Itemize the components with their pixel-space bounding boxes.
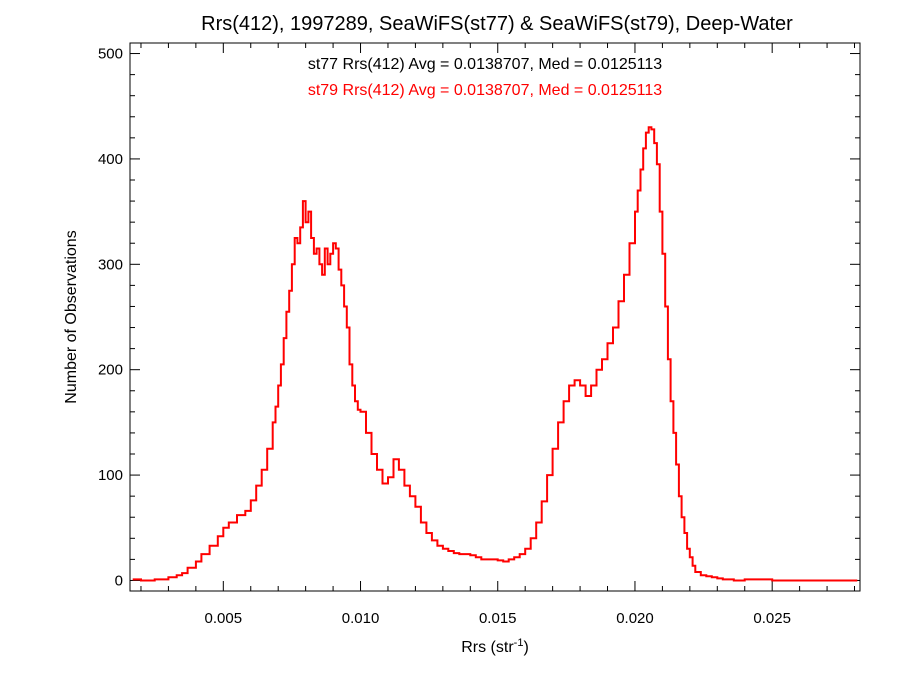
plot-frame	[129, 42, 861, 592]
histogram-series-line	[132, 126, 858, 582]
x-tick-label: 0.020	[616, 610, 654, 627]
annotation-st77-stats: st77 Rrs(412) Avg = 0.0138707, Med = 0.0…	[308, 56, 662, 73]
x-axis-ticks: 0.005 0.010 0.015 0.020 0.025	[140, 43, 856, 627]
x-tick-label: 0.025	[753, 610, 791, 627]
y-tick-label: 300	[98, 256, 123, 273]
x-axis-label-superscript: -1	[514, 637, 524, 649]
y-tick-label: 500	[98, 46, 123, 63]
annotation-st79-stats: st79 Rrs(412) Avg = 0.0138707, Med = 0.0…	[308, 82, 662, 99]
x-axis-label-suffix: )	[523, 639, 528, 656]
y-tick-label: 200	[98, 362, 123, 379]
y-tick-label: 100	[98, 467, 123, 484]
y-axis-ticks: 0 100 200 300 400 500	[98, 46, 860, 589]
x-tick-label: 0.015	[479, 610, 517, 627]
x-axis-label-text: Rrs (str	[461, 639, 514, 656]
y-axis-label: Number of Observations	[63, 230, 80, 403]
y-tick-label: 400	[98, 151, 123, 168]
series-layer	[132, 126, 858, 582]
x-tick-label: 0.010	[342, 610, 380, 627]
x-axis-label: Rrs (str-1)	[461, 637, 529, 656]
x-tick-label: 0.005	[205, 610, 243, 627]
y-tick-label: 0	[115, 572, 123, 589]
chart-title: Rrs(412), 1997289, SeaWiFS(st77) & SeaWi…	[201, 13, 793, 35]
